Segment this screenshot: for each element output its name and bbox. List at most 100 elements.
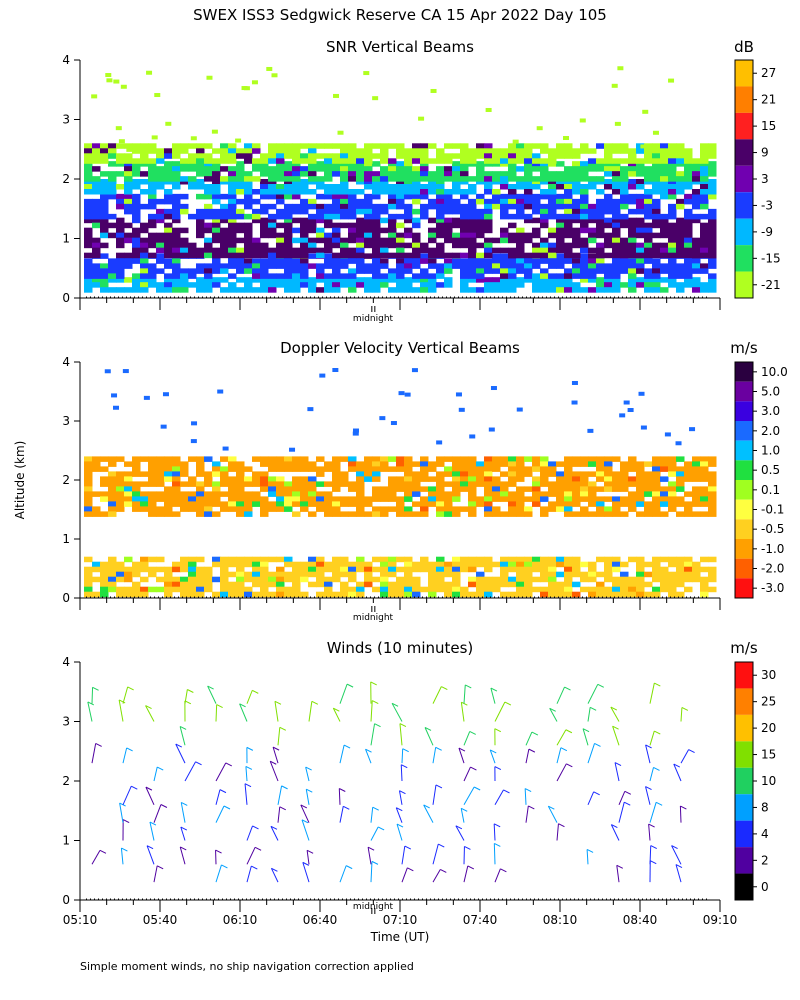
heatmap-cell bbox=[444, 227, 453, 234]
heatmap-cell bbox=[116, 258, 125, 264]
heatmap-cell bbox=[708, 143, 717, 149]
heatmap-cell bbox=[236, 213, 245, 220]
wind-barb-flag bbox=[404, 845, 412, 850]
heatmap-cell bbox=[332, 287, 341, 293]
heatmap-cell bbox=[220, 232, 229, 239]
wind-barb bbox=[556, 823, 565, 841]
wind-barb bbox=[305, 788, 313, 805]
heatmap-cell bbox=[380, 277, 389, 283]
heatmap-cell bbox=[516, 193, 525, 200]
heatmap-cell bbox=[636, 491, 645, 497]
wind-barb-flag bbox=[180, 826, 188, 831]
heatmap-cell bbox=[452, 232, 461, 239]
heatmap-cell bbox=[580, 486, 589, 492]
heatmap-cell bbox=[660, 287, 669, 293]
heatmap-cell bbox=[676, 566, 685, 573]
heatmap-cell bbox=[236, 153, 245, 159]
heatmap-cell bbox=[292, 277, 301, 283]
heatmap-cell bbox=[700, 148, 709, 154]
heatmap-cell bbox=[452, 258, 461, 264]
heatmap-cell bbox=[612, 222, 621, 229]
wind-barb-shaft bbox=[680, 749, 690, 764]
heatmap-cell bbox=[428, 217, 437, 224]
wind-barb bbox=[184, 689, 194, 704]
heatmap-cell bbox=[420, 277, 429, 283]
heatmap-cell bbox=[260, 471, 269, 477]
heatmap-cell bbox=[316, 247, 325, 254]
heatmap-cell bbox=[212, 481, 221, 487]
heatmap-cell bbox=[372, 189, 381, 195]
heatmap-cell bbox=[252, 166, 261, 172]
heatmap-cell bbox=[124, 571, 133, 578]
heatmap-cell bbox=[284, 179, 293, 185]
heatmap-cell bbox=[652, 130, 659, 135]
heatmap-cell bbox=[188, 476, 197, 482]
heatmap-cell bbox=[668, 252, 677, 259]
colorbar-label: 15 bbox=[761, 748, 776, 762]
heatmap-cell bbox=[132, 566, 141, 573]
heatmap-cell bbox=[708, 506, 717, 512]
heatmap-cell bbox=[236, 166, 245, 172]
heatmap-cell bbox=[212, 591, 221, 598]
wind-barb-flag bbox=[121, 847, 128, 852]
heatmap-cell bbox=[612, 277, 621, 283]
heatmap-cell bbox=[452, 143, 461, 149]
heatmap-cell bbox=[508, 148, 517, 154]
heatmap-cell bbox=[420, 184, 429, 190]
heatmap-cell bbox=[476, 252, 485, 259]
heatmap-cell bbox=[196, 232, 205, 239]
heatmap-cell bbox=[540, 576, 549, 583]
heatmap-cell bbox=[404, 161, 413, 167]
heatmap-cell bbox=[268, 481, 277, 487]
heatmap-cell bbox=[300, 232, 309, 239]
heatmap-cell bbox=[516, 179, 525, 185]
wind-barb-shaft bbox=[649, 682, 655, 704]
heatmap-cell bbox=[420, 158, 429, 164]
wind-barb-flag bbox=[179, 726, 187, 730]
heatmap-cell bbox=[348, 166, 357, 172]
wind-barb bbox=[494, 789, 510, 806]
heatmap-cell bbox=[644, 193, 653, 200]
heatmap-cell bbox=[668, 143, 677, 149]
colorbar-swatch bbox=[735, 165, 753, 193]
heatmap-cell bbox=[172, 461, 181, 467]
heatmap-cell bbox=[164, 189, 173, 195]
heatmap-cell bbox=[692, 511, 701, 517]
heatmap-cell bbox=[292, 189, 301, 195]
heatmap-cell bbox=[276, 496, 285, 502]
heatmap-cell bbox=[188, 571, 197, 578]
heatmap-cell bbox=[164, 571, 173, 578]
heatmap-cell bbox=[636, 471, 645, 477]
heatmap-cell bbox=[548, 571, 557, 578]
heatmap-cell bbox=[708, 586, 717, 593]
heatmap-cell bbox=[364, 227, 373, 234]
heatmap-cell bbox=[84, 481, 93, 487]
heatmap-cell bbox=[556, 179, 565, 185]
heatmap-cell bbox=[132, 591, 141, 598]
heatmap-cell bbox=[684, 511, 693, 517]
heatmap-cell bbox=[196, 586, 205, 593]
heatmap-cell bbox=[220, 561, 229, 568]
heatmap-cell bbox=[252, 491, 261, 497]
heatmap-cell bbox=[316, 232, 325, 239]
wind-barb bbox=[277, 785, 288, 805]
heatmap-cell bbox=[204, 153, 213, 159]
heatmap-cell bbox=[636, 576, 645, 583]
heatmap-cell bbox=[572, 501, 581, 507]
heatmap-cell bbox=[84, 566, 93, 573]
heatmap-cell bbox=[388, 287, 397, 293]
wind-barb bbox=[649, 845, 657, 865]
heatmap-cell bbox=[180, 176, 189, 182]
wind-barb-flag bbox=[528, 748, 536, 753]
wind-barb-flag bbox=[423, 804, 430, 809]
heatmap-cell bbox=[92, 158, 101, 164]
heatmap-cell bbox=[596, 222, 605, 229]
heatmap-cell bbox=[84, 461, 93, 467]
wind-barb-flag bbox=[399, 790, 406, 795]
heatmap-cell bbox=[676, 158, 685, 164]
doppler-colorbar: 10.05.03.02.01.00.50.1-0.1-0.5-1.0-2.0-3… bbox=[734, 361, 788, 599]
heatmap-cell bbox=[380, 486, 389, 492]
heatmap-cell bbox=[324, 581, 333, 588]
wind-barb bbox=[306, 849, 314, 865]
heatmap-cell bbox=[564, 496, 573, 502]
